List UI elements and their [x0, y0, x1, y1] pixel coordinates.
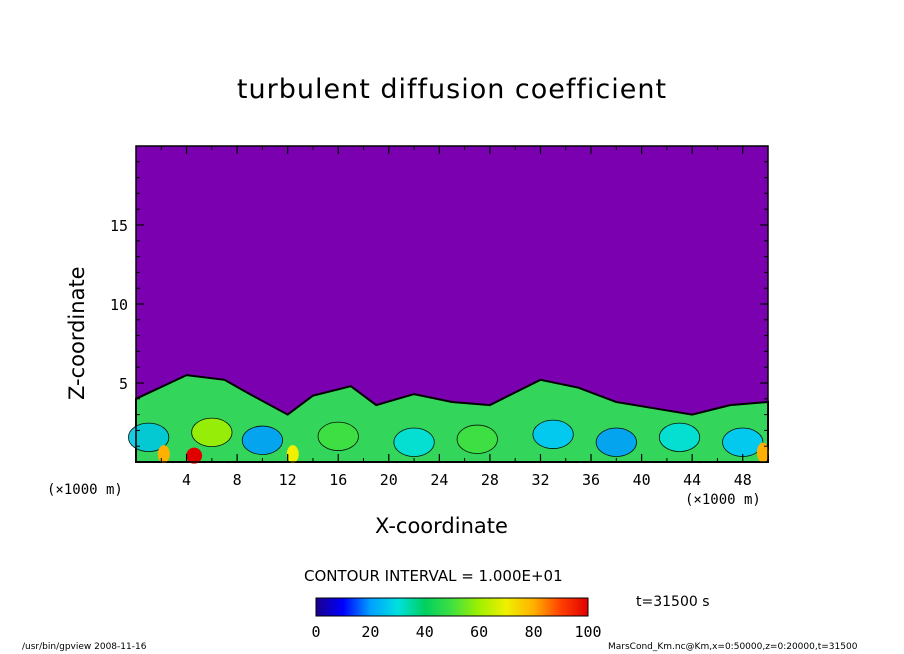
x-unit-label-right: (×1000 m): [685, 492, 761, 508]
colorbar-tick-label: 80: [525, 623, 543, 641]
turbulence-patch: [241, 425, 284, 455]
colorbar-tick-label: 40: [416, 623, 434, 641]
x-tick-label: 20: [380, 471, 398, 489]
turbulence-patch: [532, 419, 574, 449]
turbulence-patch: [595, 427, 637, 457]
footer-left: /usr/bin/gpview 2008-11-16: [22, 642, 147, 652]
hot-spot: [186, 447, 203, 464]
turbulence-patch: [191, 417, 233, 447]
turbulence-patch: [722, 427, 764, 457]
colorbar-tick-label: 0: [311, 623, 320, 641]
x-tick-label: 16: [329, 471, 347, 489]
colorbar: [315, 597, 589, 617]
colorbar-tick-label: 60: [470, 623, 488, 641]
turbulence-patch: [456, 424, 498, 454]
x-tick-label: 24: [430, 471, 448, 489]
x-tick-label: 36: [582, 471, 600, 489]
x-tick-label: 4: [182, 471, 191, 489]
x-tick-label: 44: [683, 471, 701, 489]
hot-spot: [286, 445, 299, 464]
turbulence-patch: [658, 422, 701, 452]
y-tick-label: 5: [119, 375, 128, 393]
y-tick-label: 15: [110, 217, 128, 235]
x-axis-label: X-coordinate: [375, 514, 508, 538]
hot-spot: [157, 445, 170, 464]
colorbar-tick-label: 20: [361, 623, 379, 641]
hot-spot: [756, 442, 769, 463]
x-tick-label: 32: [531, 471, 549, 489]
colorbar-tick-label: 100: [574, 623, 601, 641]
x-tick-label: 48: [734, 471, 752, 489]
x-unit-label-left: (×1000 m): [47, 482, 123, 498]
x-tick-label: 12: [279, 471, 297, 489]
x-tick-label: 40: [633, 471, 651, 489]
footer-right: MarsCond_Km.nc@Km,x=0:50000,z=0:20000,t=…: [608, 642, 858, 652]
x-tick-label: 8: [233, 471, 242, 489]
x-tick-label: 28: [481, 471, 499, 489]
time-label: t=31500 s: [636, 594, 710, 610]
contour-interval-label: CONTOUR INTERVAL = 1.000E+01: [304, 567, 563, 585]
y-tick-label: 10: [110, 296, 128, 314]
chart-title: turbulent diffusion coefficient: [236, 74, 668, 105]
turbulence-patch: [317, 421, 359, 451]
turbulence-patch: [393, 427, 435, 457]
